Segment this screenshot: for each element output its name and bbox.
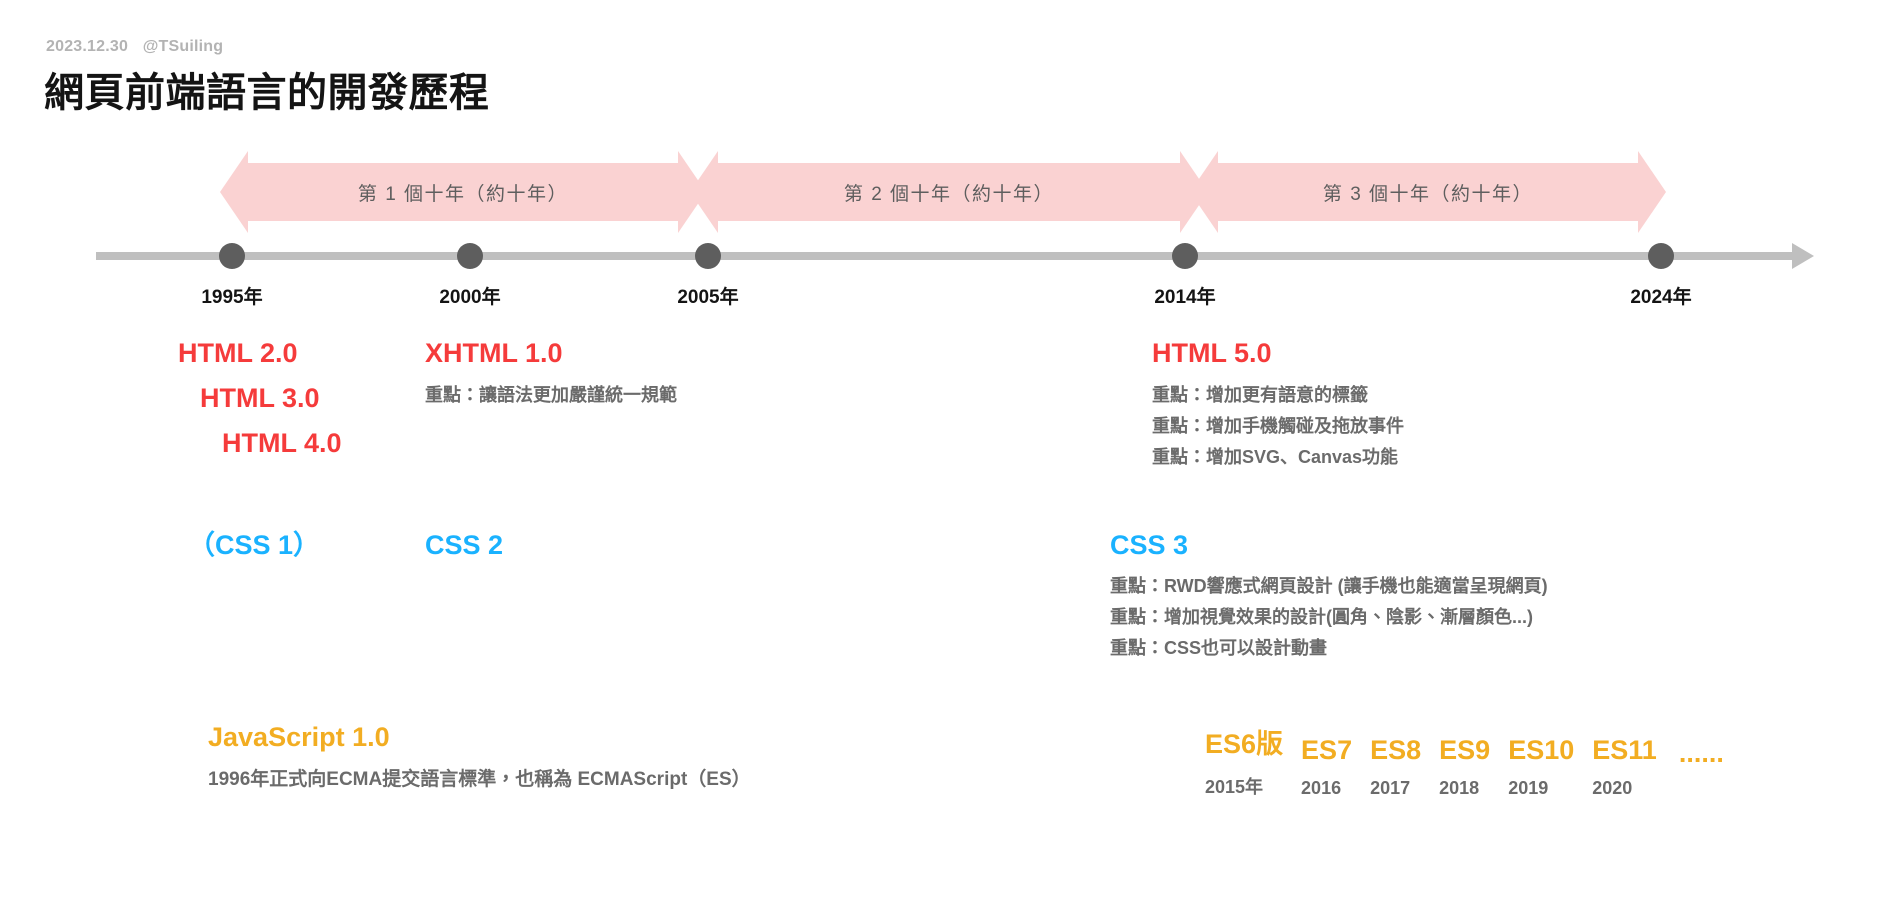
html5-note: 重點：增加SVG、Canvas功能: [1152, 446, 1399, 467]
ecmascript-version-name: ES9: [1439, 735, 1491, 765]
ecmascript-version-name: ES6版: [1205, 729, 1284, 759]
timeline-node-label: 2024年: [1630, 287, 1692, 308]
html5-note: 重點：增加更有語意的標籤: [1152, 385, 1368, 406]
decade-arrow-3-label: 第 3 個十年（約十年）: [1322, 183, 1534, 205]
ecmascript-versions-group: ES6版 2015年 ES7 2016 ES8 2017 ES9 2018 ES…: [1205, 722, 1724, 799]
ecmascript-version: ES10 2019: [1508, 735, 1574, 799]
ecmascript-version-year: 2020: [1592, 778, 1633, 798]
xhtml-group: XHTML 1.0 重點：讓語法更加嚴謹統一規範: [425, 338, 677, 411]
ecmascript-version: ES7 2016: [1301, 735, 1352, 799]
timeline-node-label: 1995年: [201, 287, 263, 308]
ecmascript-version-year: 2015年: [1205, 777, 1264, 797]
javascript-group: JavaScript 1.0 1996年正式向ECMA提交語言標準，也稱為 EC…: [208, 722, 751, 797]
ecmascript-version-name: ES10: [1508, 735, 1575, 765]
decade-arrow-1: 第 1 個十年（約十年）: [220, 151, 706, 233]
xhtml-title: XHTML 1.0: [425, 338, 563, 368]
javascript-note: 1996年正式向ECMA提交語言標準，也稱為 ECMAScript（ES）: [208, 769, 751, 791]
html-2-0-label: HTML 2.0: [178, 338, 298, 368]
ecmascript-row: ES6版 2015年 ES7 2016 ES8 2017 ES9 2018 ES…: [1205, 722, 1724, 799]
css3-note: 重點：RWD響應式網頁設計 (讓手機也能適當呈現網頁): [1110, 576, 1548, 597]
timeline-node-label: 2014年: [1154, 287, 1216, 308]
javascript-title: JavaScript 1.0: [208, 722, 390, 752]
css3-title: CSS 3: [1110, 530, 1189, 560]
ecmascript-version-name: ES7: [1301, 735, 1353, 765]
html5-notes: 重點：增加更有語意的標籤 重點：增加手機觸碰及拖放事件 重點：增加SVG、Can…: [1152, 380, 1404, 473]
html-4-0-label: HTML 4.0: [222, 428, 342, 459]
decade-arrow-3: 第 3 個十年（約十年）: [1190, 151, 1666, 233]
css2-title: CSS 2: [425, 530, 504, 560]
ecmascript-version: ES11 2020: [1592, 735, 1657, 799]
ecmascript-version-year: 2016: [1301, 778, 1342, 798]
css3-notes: 重點：RWD響應式網頁設計 (讓手機也能適當呈現網頁) 重點：增加視覺效果的設計…: [1110, 571, 1548, 664]
ecmascript-version-name: ES11: [1592, 735, 1657, 765]
ecmascript-version: ES9 2018: [1439, 735, 1490, 799]
css3-note: 重點：增加視覺效果的設計(圓角、陰影、漸層顏色...): [1110, 607, 1533, 627]
ecmascript-version: ES6版 2015年: [1205, 722, 1283, 799]
html-early-versions-group: HTML 2.0 HTML 3.0 HTML 4.0: [178, 338, 342, 459]
css2-group: CSS 2: [425, 530, 503, 561]
ecmascript-version-year: 2018: [1439, 778, 1480, 798]
timeline-arrowhead-icon: [1792, 243, 1814, 269]
decade-arrow-1-label: 第 1 個十年（約十年）: [357, 183, 569, 205]
html-3-0-label: HTML 3.0: [200, 383, 320, 414]
timeline-node: [1172, 243, 1198, 269]
ecmascript-version: ES8 2017: [1370, 735, 1421, 799]
html5-group: HTML 5.0 重點：增加更有語意的標籤 重點：增加手機觸碰及拖放事件 重點：…: [1152, 338, 1404, 473]
ecmascript-version-year: 2017: [1370, 778, 1411, 798]
page-title: 網頁前端語言的開發歷程: [44, 71, 490, 115]
decade-arrow-2-label: 第 2 個十年（約十年）: [843, 183, 1055, 205]
ecmascript-more-ellipsis: ......: [1678, 738, 1724, 768]
xhtml-note: 重點：讓語法更加嚴謹統一規範: [425, 385, 677, 406]
timeline-node: [695, 243, 721, 269]
timeline-node-label: 2000年: [439, 287, 501, 308]
decade-arrow-2: 第 2 個十年（約十年）: [690, 151, 1208, 233]
html5-title: HTML 5.0: [1152, 338, 1272, 368]
decade-band: 第 1 個十年（約十年） 第 2 個十年（約十年） 第 3 個十年（約十年）: [0, 151, 1900, 233]
css3-note: 重點：CSS也可以設計動畫: [1110, 637, 1328, 658]
byline-date: 2023.12.30: [46, 38, 129, 55]
ecmascript-version-name: ES8: [1370, 735, 1422, 765]
css3-group: CSS 3 重點：RWD響應式網頁設計 (讓手機也能適當呈現網頁) 重點：增加視…: [1110, 530, 1548, 664]
timeline-node: [219, 243, 245, 269]
timeline-node: [1648, 243, 1674, 269]
timeline-node: [457, 243, 483, 269]
css1-group: （CSS 1）: [188, 530, 320, 561]
byline: 2023.12.30 @TSuiling: [46, 38, 223, 56]
byline-handle: @TSuiling: [142, 38, 224, 55]
timeline-node-label: 2005年: [677, 287, 739, 308]
ecmascript-version-year: 2019: [1508, 778, 1549, 798]
html5-note: 重點：增加手機觸碰及拖放事件: [1152, 416, 1404, 436]
css1-title: （CSS 1）: [188, 530, 321, 560]
timeline-axis: [96, 252, 1796, 260]
